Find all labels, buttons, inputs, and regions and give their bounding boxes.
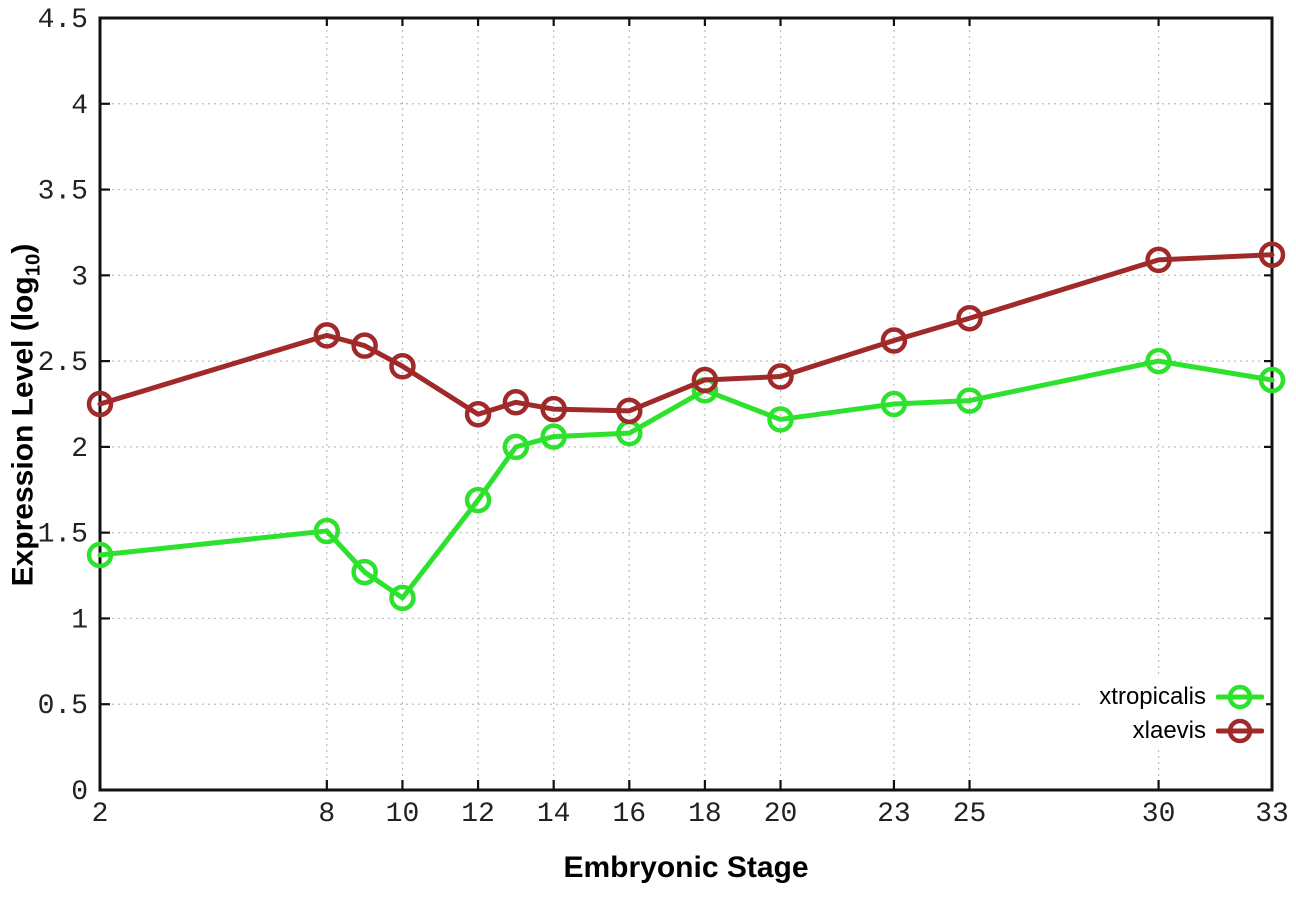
svg-text:3.5: 3.5: [38, 177, 88, 208]
line-circle-marker-icon: [1216, 684, 1264, 710]
y-axis-title: Expression Level (log10): [7, 244, 46, 587]
svg-text:8: 8: [318, 799, 335, 830]
y-axis-title-suffix: ): [6, 243, 40, 254]
svg-text:23: 23: [877, 799, 911, 830]
svg-text:20: 20: [764, 799, 798, 830]
svg-text:10: 10: [386, 799, 420, 830]
svg-text:1: 1: [71, 605, 88, 636]
svg-text:16: 16: [612, 799, 646, 830]
svg-text:4: 4: [71, 91, 88, 122]
legend-label: xlaevis: [1132, 717, 1206, 744]
svg-text:2: 2: [71, 434, 88, 465]
svg-text:25: 25: [953, 799, 987, 830]
svg-text:2.5: 2.5: [38, 348, 88, 379]
svg-text:0.5: 0.5: [38, 691, 88, 722]
legend-label: xtropicalis: [1099, 683, 1206, 710]
svg-text:33: 33: [1255, 799, 1289, 830]
svg-text:1.5: 1.5: [38, 520, 88, 551]
svg-text:0: 0: [71, 777, 88, 808]
svg-text:12: 12: [461, 799, 495, 830]
chart-legend: xtropicalis xlaevis: [1083, 678, 1266, 750]
svg-text:18: 18: [688, 799, 722, 830]
line-circle-marker-icon: [1216, 718, 1264, 744]
y-axis-title-text: Expression Level (log: [6, 276, 40, 587]
svg-text:4.5: 4.5: [38, 5, 88, 36]
svg-text:2: 2: [92, 799, 109, 830]
legend-entry-xtropicalis: xtropicalis: [1099, 680, 1264, 714]
svg-text:14: 14: [537, 799, 571, 830]
svg-text:30: 30: [1142, 799, 1176, 830]
legend-entry-xlaevis: xlaevis: [1099, 714, 1264, 748]
x-axis-title: Embryonic Stage: [563, 851, 809, 884]
y-axis-title-subscript: 10: [22, 253, 45, 277]
svg-text:3: 3: [71, 262, 88, 293]
